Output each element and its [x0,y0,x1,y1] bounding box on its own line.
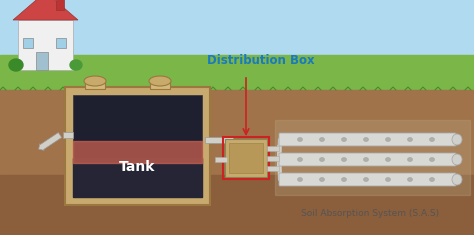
Ellipse shape [149,76,171,86]
Bar [73,158,202,197]
Ellipse shape [429,157,435,161]
Bar [229,143,263,173]
Bar [85,81,105,89]
Bar [0,55,474,90]
Bar [65,87,210,205]
Bar [18,20,73,70]
Bar [23,38,33,48]
FancyBboxPatch shape [279,173,456,186]
Bar [0,175,474,235]
Bar [63,132,73,138]
Ellipse shape [298,137,302,141]
Ellipse shape [429,137,435,141]
Ellipse shape [385,157,391,161]
FancyBboxPatch shape [279,153,456,166]
Ellipse shape [452,134,462,145]
Bar [73,95,202,197]
Bar [56,38,66,48]
Ellipse shape [452,174,462,185]
Bar [267,166,279,171]
Ellipse shape [408,177,412,181]
Ellipse shape [341,137,346,141]
Ellipse shape [408,137,412,141]
Ellipse shape [408,157,412,161]
Polygon shape [13,0,78,20]
Ellipse shape [319,157,325,161]
Bar [36,52,48,70]
Ellipse shape [385,177,391,181]
Bar [223,137,269,179]
Text: Tank: Tank [119,160,155,174]
Bar [275,120,470,195]
Bar [225,139,267,177]
Ellipse shape [298,177,302,181]
Bar [205,137,233,143]
Bar [215,157,227,162]
FancyArrow shape [39,133,62,150]
Ellipse shape [385,137,391,141]
FancyBboxPatch shape [279,133,456,146]
Ellipse shape [364,157,368,161]
Ellipse shape [429,177,435,181]
Bar [267,146,279,151]
Ellipse shape [298,157,302,161]
Bar [0,90,474,235]
Ellipse shape [364,177,368,181]
Ellipse shape [452,154,462,165]
Bar [56,0,64,10]
Ellipse shape [341,177,346,181]
Ellipse shape [319,137,325,141]
Ellipse shape [319,177,325,181]
Bar [73,141,202,163]
Ellipse shape [341,157,346,161]
Ellipse shape [70,60,82,70]
Text: Soil Absorption System (S.A.S): Soil Absorption System (S.A.S) [301,208,439,218]
Ellipse shape [84,76,106,86]
Text: Distribution Box: Distribution Box [207,54,315,67]
Ellipse shape [364,137,368,141]
Bar [150,81,170,89]
Bar [267,156,279,161]
Ellipse shape [9,59,23,71]
